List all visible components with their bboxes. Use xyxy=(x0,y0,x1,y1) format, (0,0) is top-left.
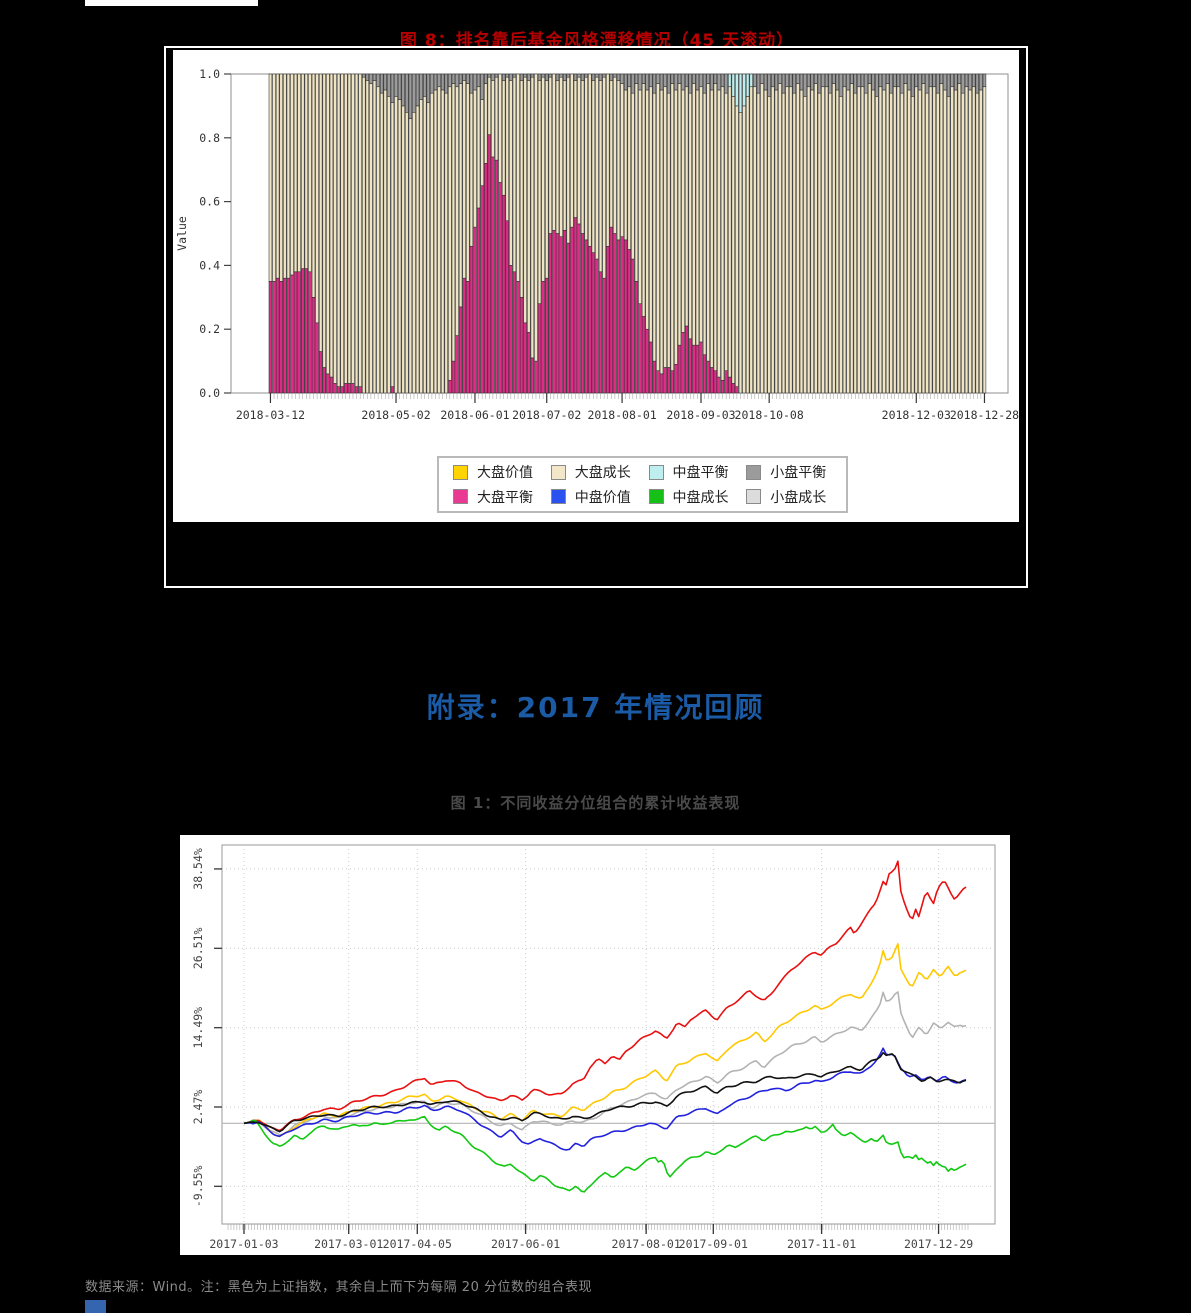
svg-text:2018-10-08: 2018-10-08 xyxy=(735,408,804,422)
svg-text:0.6: 0.6 xyxy=(199,195,220,209)
legend-label: 中盘价值 xyxy=(574,489,631,506)
legend-item-1: 大盘价值 xyxy=(447,462,545,482)
legend-item-3: 中盘平衡 xyxy=(643,462,741,482)
data-source-note: 数据来源：Wind。注：黑色为上证指数，其余自上而下为每隔 20 分位数的组合表… xyxy=(85,1280,592,1295)
svg-text:2018-08-01: 2018-08-01 xyxy=(587,408,656,422)
figure8-legend: 大盘价值 大盘成长 中盘平衡 小盘平衡大盘平衡 中盘价值 中盘成长 小盘成长 xyxy=(437,456,848,513)
legend-swatch xyxy=(746,489,762,505)
page-header-strip xyxy=(85,0,258,6)
svg-text:2017-04-05: 2017-04-05 xyxy=(383,1237,452,1251)
legend-item-7: 中盘成长 xyxy=(643,487,741,507)
legend-swatch xyxy=(550,489,566,505)
svg-text:0.4: 0.4 xyxy=(199,258,220,272)
legend-label: 大盘平衡 xyxy=(477,489,533,506)
svg-text:0.8: 0.8 xyxy=(199,131,220,145)
svg-text:0.2: 0.2 xyxy=(199,322,220,336)
figure8-chart-panel: 1.0 0.8 0.6 0.4 0.2 0.0 Value 2018-03-12 2018-05… xyxy=(173,50,1019,522)
svg-text:2017-09-01: 2017-09-01 xyxy=(679,1237,748,1251)
legend-label: 小盘平衡 xyxy=(770,465,827,482)
legend-item-6: 中盘价值 xyxy=(545,487,643,507)
legend-swatch xyxy=(453,489,468,505)
legend-swatch xyxy=(746,464,762,480)
legend-label: 中盘平衡 xyxy=(672,465,729,482)
legend-item-2: 大盘成长 xyxy=(545,462,643,482)
svg-text:2017-03-01: 2017-03-01 xyxy=(314,1237,383,1251)
svg-text:2018-12-28: 2018-12-28 xyxy=(950,408,1019,422)
legend-swatch xyxy=(550,464,566,480)
legend-swatch xyxy=(648,489,664,505)
style-drift-stacked-bar-chart: 1.0 0.8 0.6 0.4 0.2 0.0 Value 2018-03-12 2018-05… xyxy=(175,67,1019,422)
svg-text:2018-07-02: 2018-07-02 xyxy=(512,408,581,422)
svg-text:2017-08-01: 2017-08-01 xyxy=(612,1237,681,1251)
legend-label: 小盘成长 xyxy=(770,489,827,506)
svg-text:2017-06-01: 2017-06-01 xyxy=(491,1237,560,1251)
appendix-heading: 附录：2017 年情况回顾 xyxy=(426,691,765,724)
svg-text:-9.55%: -9.55% xyxy=(191,1165,205,1207)
svg-text:1.0: 1.0 xyxy=(199,67,220,81)
svg-text:2018-06-01: 2018-06-01 xyxy=(440,408,509,422)
svg-text:2.47%: 2.47% xyxy=(191,1090,205,1125)
svg-text:26.51%: 26.51% xyxy=(191,927,205,969)
legend-item-5: 大盘平衡 xyxy=(447,487,545,507)
legend-label: 大盘成长 xyxy=(574,465,631,482)
svg-text:2017-11-01: 2017-11-01 xyxy=(787,1237,856,1251)
svg-text:2017-12-29: 2017-12-29 xyxy=(904,1237,973,1251)
legend-label: 大盘价值 xyxy=(477,465,533,482)
legend-item-4: 小盘平衡 xyxy=(740,462,838,482)
footer-blue-marker xyxy=(85,1300,106,1313)
figure1-title: 图 1：不同收益分位组合的累计收益表现 xyxy=(450,794,741,812)
svg-text:38.54%: 38.54% xyxy=(191,848,205,890)
svg-text:2018-05-02: 2018-05-02 xyxy=(361,408,430,422)
figure8-frame: 1.0 0.8 0.6 0.4 0.2 0.0 Value 2018-03-12 2018-05… xyxy=(164,46,1028,588)
legend-item-8: 小盘成长 xyxy=(740,487,838,507)
svg-text:2018-12-03: 2018-12-03 xyxy=(882,408,951,422)
svg-text:Value: Value xyxy=(175,216,189,251)
legend-swatch xyxy=(648,464,664,480)
svg-text:2018-09-03: 2018-09-03 xyxy=(666,408,735,422)
svg-text:2018-03-12: 2018-03-12 xyxy=(236,408,305,422)
svg-text:0.0: 0.0 xyxy=(199,386,220,400)
legend-swatch xyxy=(453,464,468,480)
cumulative-return-line-chart: 38.54% 26.51% 14.49% 2.47% -9.55% 2017-01-03 2… xyxy=(191,844,996,1251)
svg-text:14.49%: 14.49% xyxy=(191,1007,205,1049)
figure1-chart-card: 38.54% 26.51% 14.49% 2.47% -9.55% 2017-01-03 2… xyxy=(180,835,1010,1255)
legend-label: 中盘成长 xyxy=(672,489,729,506)
svg-text:2017-01-03: 2017-01-03 xyxy=(209,1237,278,1251)
